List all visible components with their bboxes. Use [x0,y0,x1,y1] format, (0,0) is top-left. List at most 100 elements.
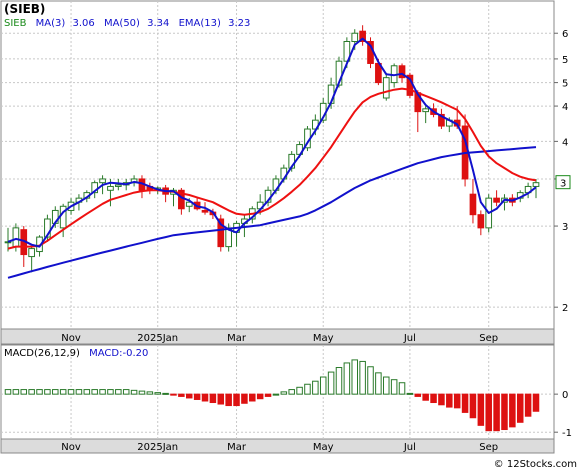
macd-bar [501,393,508,431]
macd-bar [516,393,524,423]
macd-histogram [4,359,540,432]
macd-bar [264,393,272,397]
macd-bar [430,393,437,404]
macd-bar [461,393,469,413]
price-y-tick-label: 2 [562,303,568,314]
ma3-line [7,37,537,248]
ma50-line [7,146,537,279]
last-price-badge-text: 3 [560,179,566,190]
macd-bar [414,393,422,397]
macd-bar [185,393,193,399]
macd-bar [75,389,83,395]
ema13-line [7,87,537,250]
x-tick-label-macd: Nov [61,442,81,453]
candle-body [469,193,477,216]
candle-body [217,218,225,248]
macd-bar [327,371,335,395]
date-x-axis: Nov Nov 2025Jan 2025Jan Mar Mar May May Jul Jul Se… [61,333,498,453]
macd-bar [52,389,59,395]
x-tick-label-macd: May [313,442,334,453]
macd-bar [256,393,264,400]
macd-bar [12,389,20,395]
macd-bar [209,393,217,404]
macd-bar [115,389,122,395]
legend-ma3-label: MA(3) [36,18,66,29]
macd-bar [36,389,43,395]
macd-bar [59,389,67,395]
moving-average-lines [7,37,537,279]
candle-body [201,209,209,213]
candle-body [185,201,193,207]
x-tick-label: Mar [227,333,247,344]
macd-bar [178,393,185,397]
legend-ma50-label: MA(50) [104,18,140,29]
macd-bar [383,376,390,395]
macd-bar [249,393,256,402]
macd-bar [477,393,485,426]
macd-bar [406,392,414,395]
macd-bar [122,389,130,395]
macd-bar [20,389,28,395]
macd-date-axis-band [0,438,555,454]
last-price-badge-box [555,175,571,190]
macd-bar [154,392,161,395]
macd-bar [91,389,98,395]
macd-bar [138,390,146,395]
macd-bar [83,389,91,395]
macd-bar [170,393,177,396]
macd-bar [296,386,303,395]
price-y-tick-label: 4 [562,137,568,148]
macd-bar [367,366,374,395]
macd-y-axis: 0 -1 [554,390,572,439]
price-y-tick-label: 5 [562,79,568,90]
x-tick-label-macd: Sep [479,442,498,453]
macd-bar [225,393,232,407]
macd-bar [446,393,453,408]
macd-bar [272,393,280,396]
macd-bar [4,389,12,395]
legend-ma50-value: 3.34 [147,18,169,29]
macd-bar [99,389,106,395]
price-y-axis: 6 5 5 4 4 3 3 2 [554,29,568,314]
candle-body [12,227,20,248]
x-tick-label: Jul [403,333,416,344]
macd-bar [312,380,319,395]
candle-body [359,30,366,42]
macd-bar [509,393,516,428]
macd-bar [146,391,154,395]
macd-bar [130,389,138,395]
macd-bar [193,393,201,400]
macd-bar [233,393,240,407]
legend-ma3-value: 3.06 [73,18,95,29]
macd-bar [217,393,225,405]
x-tick-label-macd: 2025Jan [137,442,178,453]
macd-bar [162,392,169,395]
macd-bar [524,393,532,417]
macd-bar [359,360,366,395]
candle-body [438,113,445,127]
x-tick-label: May [313,333,334,344]
macd-bar [375,372,382,395]
macd-bar [44,389,51,395]
candle-body [99,178,106,184]
macd-bar [493,393,500,432]
candle-body [107,185,114,191]
x-tick-label: 2025Jan [137,333,178,344]
legend-ema13-label: EMA(13) [179,18,221,29]
candle-body [351,32,359,42]
candle-body [398,65,406,79]
macd-bar [335,367,343,395]
macd-bar [107,389,114,395]
candle-body [477,214,485,229]
macd-bar [485,393,492,432]
macd-bar [67,389,75,395]
price-legend: SIEB MA(3) 3.06 MA(50) 3.34 EMA(13) 3.23 [4,18,250,29]
copyright-footer: © 12Stocks.com [494,459,577,470]
macd-bar [469,393,477,419]
legend-ema13-value: 3.23 [228,18,250,29]
price-y-tick-label: 4 [562,102,568,113]
price-date-axis-band [0,328,555,345]
x-tick-label: Sep [479,333,498,344]
